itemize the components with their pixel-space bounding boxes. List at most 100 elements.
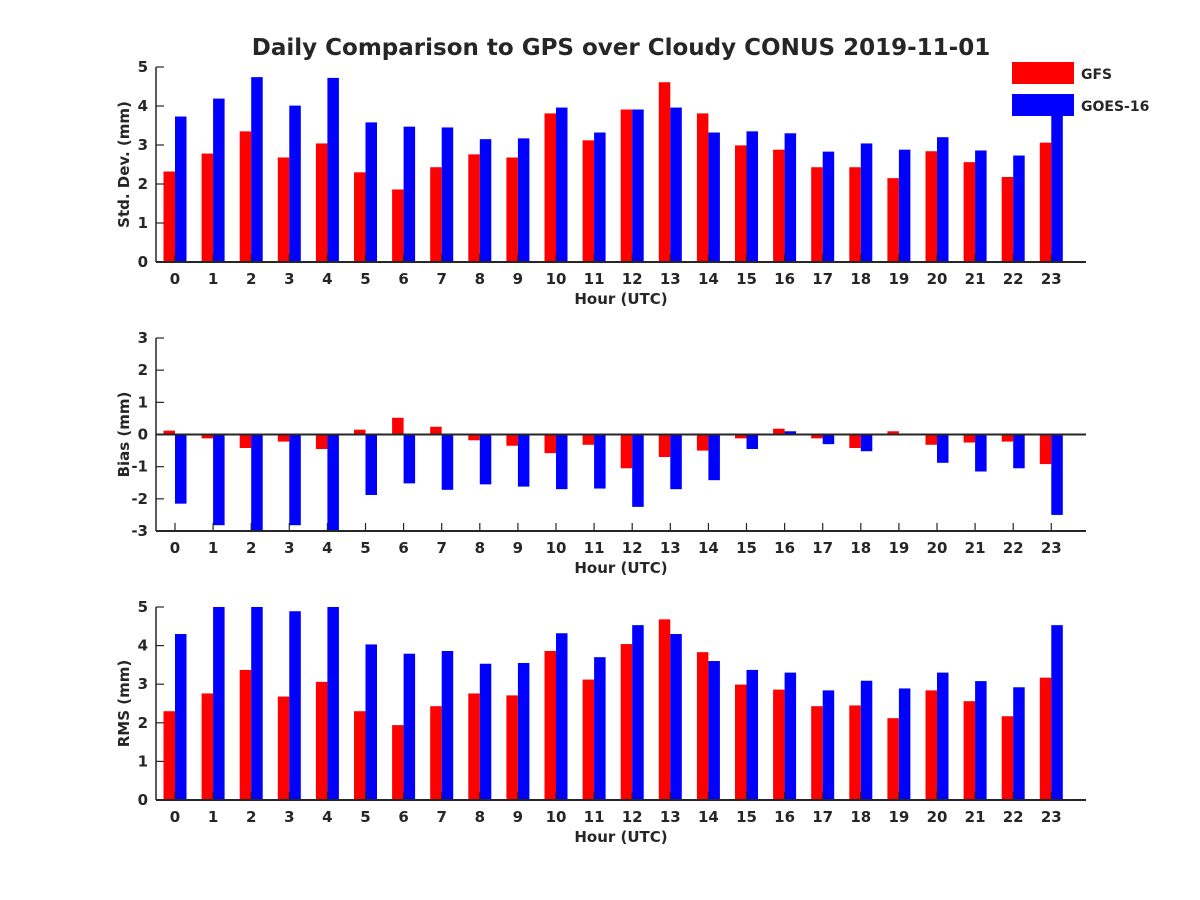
bias-bar-goes16-15 (746, 434, 758, 449)
rms-bar-goes16-17 (822, 690, 835, 800)
bias-bar-gfs-3 (277, 434, 290, 442)
std-dev-x-tick-label: 19 (888, 270, 909, 288)
bias-bar-goes16-10 (556, 434, 568, 490)
std-dev-bar-goes16-0 (175, 116, 187, 262)
std-dev-x-tick-label: 22 (1003, 270, 1024, 288)
rms-bar-goes16-7 (441, 651, 454, 800)
std-dev-bar-goes16-19 (898, 149, 911, 262)
rms-bar-gfs-18 (849, 705, 861, 800)
rms-x-tick-label: 13 (660, 808, 681, 826)
rms-bar-gfs-13 (658, 619, 671, 800)
bias-bar-gfs-4 (315, 434, 328, 449)
bias-bar-goes16-11 (594, 434, 606, 489)
bias-bar-gfs-14 (696, 434, 709, 451)
std-dev-bar-gfs-3 (277, 157, 290, 262)
rms-bar-goes16-0 (175, 634, 187, 800)
std-dev-x-tick-label: 5 (360, 270, 370, 288)
bias-bar-gfs-20 (925, 434, 937, 445)
rms-bar-gfs-11 (582, 679, 595, 800)
std-dev-bar-goes16-15 (746, 131, 758, 262)
std-dev-bar-goes16-4 (327, 77, 339, 262)
rms-bar-gfs-21 (963, 701, 976, 800)
std-dev-bar-gfs-23 (1039, 142, 1052, 262)
rms-bar-goes16-18 (860, 680, 873, 800)
bias-y-tick-label: 3 (138, 329, 148, 347)
rms-bar-gfs-20 (925, 690, 937, 800)
rms-bar-gfs-1 (201, 693, 214, 800)
std-dev-y-tick-label: 5 (138, 58, 148, 76)
rms-bar-goes16-2 (251, 607, 263, 800)
rms-y-tick-label: 1 (138, 752, 148, 770)
std-dev-x-tick-label: 7 (436, 270, 446, 288)
rms-bar-goes16-20 (937, 672, 949, 800)
bias-bar-goes16-3 (289, 434, 301, 526)
rms-x-tick-label: 0 (170, 808, 180, 826)
bias-x-tick-label: 5 (360, 539, 370, 557)
std-dev-bar-goes16-18 (860, 143, 873, 262)
std-dev-bar-gfs-15 (735, 145, 747, 262)
rms-bar-goes16-1 (213, 607, 225, 800)
rms-bar-gfs-0 (163, 711, 175, 800)
bias-bar-gfs-15 (735, 434, 747, 439)
bias-bar-goes16-6 (403, 434, 416, 484)
rms-bar-goes16-11 (594, 657, 606, 800)
rms-bar-gfs-2 (239, 669, 252, 800)
std-dev-bar-gfs-18 (849, 167, 861, 262)
bias-bar-goes16-22 (1013, 434, 1025, 469)
bias-bar-gfs-10 (544, 434, 556, 454)
std-dev-x-tick-label: 12 (622, 270, 643, 288)
rms-bar-gfs-17 (811, 706, 823, 800)
std-dev-x-tick-label: 23 (1041, 270, 1062, 288)
rms-bar-goes16-15 (746, 669, 758, 800)
bias-bar-goes16-8 (479, 434, 492, 485)
bias-x-tick-label: 10 (546, 539, 567, 557)
rms-x-tick-label: 17 (812, 808, 833, 826)
bias-bar-gfs-5 (354, 429, 366, 435)
bias-bar-goes16-13 (670, 434, 682, 490)
bias-x-tick-label: 6 (398, 539, 408, 557)
std-dev-bar-gfs-19 (887, 178, 899, 262)
std-dev-x-tick-label: 10 (546, 270, 567, 288)
bias-x-tick-label: 7 (436, 539, 446, 557)
std-dev-x-tick-label: 0 (170, 270, 180, 288)
rms-x-tick-label: 8 (475, 808, 485, 826)
bias-x-tick-label: 22 (1003, 539, 1024, 557)
rms-bar-goes16-13 (670, 634, 682, 800)
bias-bar-gfs-17 (811, 434, 823, 439)
std-dev-x-tick-label: 1 (208, 270, 218, 288)
bias-y-tick-label: -2 (131, 490, 148, 508)
bias-bar-gfs-6 (392, 417, 404, 435)
bias-bar-gfs-21 (963, 434, 976, 443)
rms-bar-goes16-3 (289, 611, 301, 800)
std-dev-bar-goes16-6 (403, 126, 416, 262)
std-dev-bar-goes16-22 (1013, 155, 1025, 262)
std-dev-bar-gfs-10 (544, 113, 556, 262)
bias-bar-gfs-12 (620, 434, 633, 469)
bias-x-tick-label: 12 (622, 539, 643, 557)
rms-bar-gfs-3 (277, 696, 290, 800)
rms-bar-goes16-4 (327, 607, 339, 800)
std-dev-bar-gfs-5 (354, 172, 366, 262)
bias-x-tick-label: 4 (322, 539, 332, 557)
bias-x-tick-label: 8 (475, 539, 485, 557)
rms-x-tick-label: 6 (398, 808, 408, 826)
rms-bar-goes16-5 (365, 644, 377, 800)
rms-bar-goes16-21 (975, 681, 987, 800)
std-dev-bar-goes16-11 (594, 132, 606, 262)
rms-bar-gfs-19 (887, 718, 899, 800)
rms-x-tick-label: 3 (284, 808, 294, 826)
rms-x-tick-label: 14 (698, 808, 719, 826)
rms-bar-goes16-16 (784, 672, 797, 800)
bias-x-axis-label: Hour (UTC) (574, 559, 667, 577)
chart-title: Daily Comparison to GPS over Cloudy CONU… (252, 35, 990, 61)
std-dev-bar-goes16-23 (1051, 113, 1063, 262)
std-dev-x-tick-label: 3 (284, 270, 294, 288)
legend: GFS GOES-16 (1012, 62, 1149, 116)
std-dev-bar-gfs-7 (430, 167, 442, 262)
rms-bar-goes16-22 (1013, 687, 1025, 800)
rms-x-tick-label: 10 (546, 808, 567, 826)
rms-x-tick-label: 19 (888, 808, 909, 826)
bias-bar-goes16-1 (213, 434, 225, 526)
